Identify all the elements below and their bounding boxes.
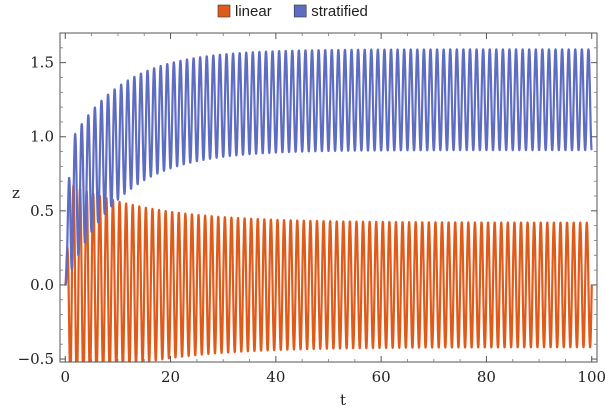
y-axis-label: z (12, 184, 20, 202)
axes-layer: 0 20 40 60 80 100 −0.5 0.0 0.5 1.0 1.5 (18, 32, 605, 386)
legend-swatch-stratified (293, 4, 307, 18)
legend-label-linear: linear (235, 3, 272, 20)
x-tick-label: 0 (60, 368, 70, 386)
x-tick-label: 100 (577, 368, 605, 386)
y-tick-label: −0.5 (18, 350, 54, 368)
x-tick-label: 80 (477, 368, 496, 386)
x-tick-label: 20 (161, 368, 180, 386)
x-axis-label: t (340, 391, 346, 409)
x-tick-label: 60 (372, 368, 391, 386)
series-line-stratified (64, 48, 593, 287)
legend-label-stratified: stratified (311, 3, 368, 20)
legend: linear stratified (217, 3, 368, 20)
series-layer (64, 48, 593, 362)
y-tick-label: 0.0 (30, 276, 54, 294)
y-tick-label: 1.0 (30, 128, 54, 146)
x-tick-label: 40 (266, 368, 285, 386)
y-tick-label: 0.5 (30, 202, 54, 220)
y-tick-label: 1.5 (30, 54, 54, 72)
legend-swatch-linear (217, 4, 231, 18)
series-line-linear (64, 184, 593, 362)
